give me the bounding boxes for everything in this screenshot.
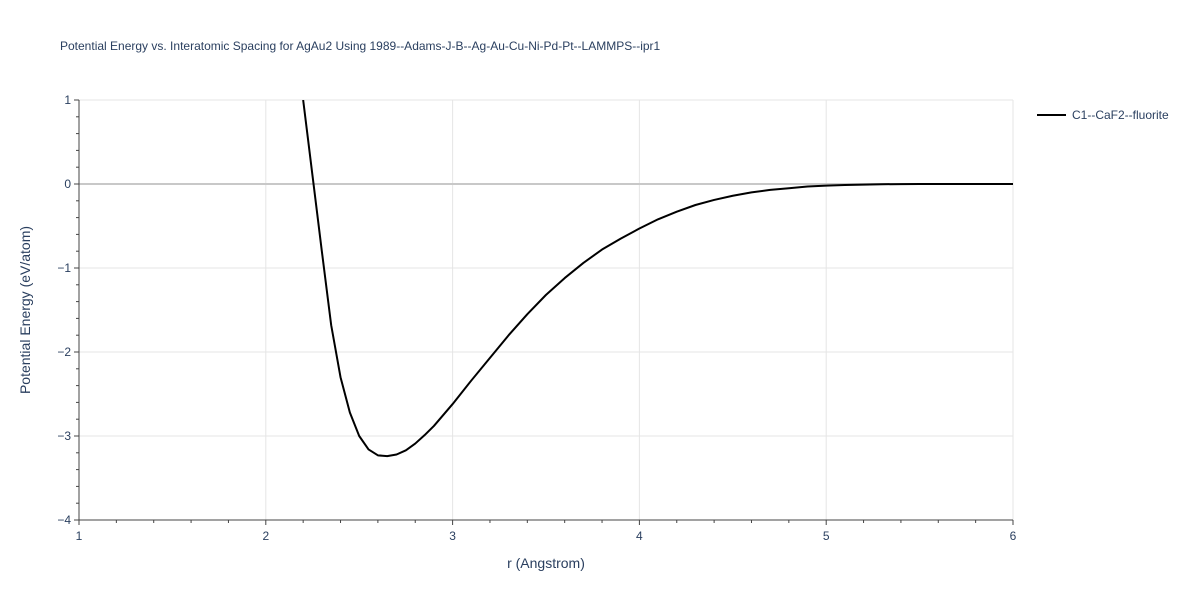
- x-axis-title: r (Angstrom): [507, 555, 585, 571]
- x-tick-label: 4: [636, 529, 643, 543]
- y-ticks: 1 0 −1 −2 −3 −4: [57, 93, 71, 527]
- y-tick-label: 0: [64, 177, 71, 191]
- x-tick-label: 6: [1010, 529, 1017, 543]
- series-line[interactable]: [302, 100, 1013, 458]
- y-tick-label: 1: [64, 93, 71, 107]
- y-tick-label: −4: [57, 513, 71, 527]
- x-tick-label: 5: [823, 529, 830, 543]
- legend[interactable]: C1--CaF2--fluorite: [1037, 108, 1169, 122]
- series: [302, 100, 1013, 458]
- x-tick-label: 1: [76, 529, 83, 543]
- x-tick-label: 2: [262, 529, 269, 543]
- chart-title: Potential Energy vs. Interatomic Spacing…: [60, 39, 661, 53]
- axes: [74, 99, 1014, 525]
- y-tick-label: −3: [57, 429, 71, 443]
- y-tick-label: −1: [57, 261, 71, 275]
- y-tick-label: −2: [57, 345, 71, 359]
- legend-label[interactable]: C1--CaF2--fluorite: [1072, 108, 1169, 122]
- x-ticks: 1 2 3 4 5 6: [76, 529, 1017, 543]
- x-tick-label: 3: [449, 529, 456, 543]
- gridlines: [79, 99, 1014, 520]
- y-axis-title: Potential Energy (eV/atom): [17, 226, 33, 394]
